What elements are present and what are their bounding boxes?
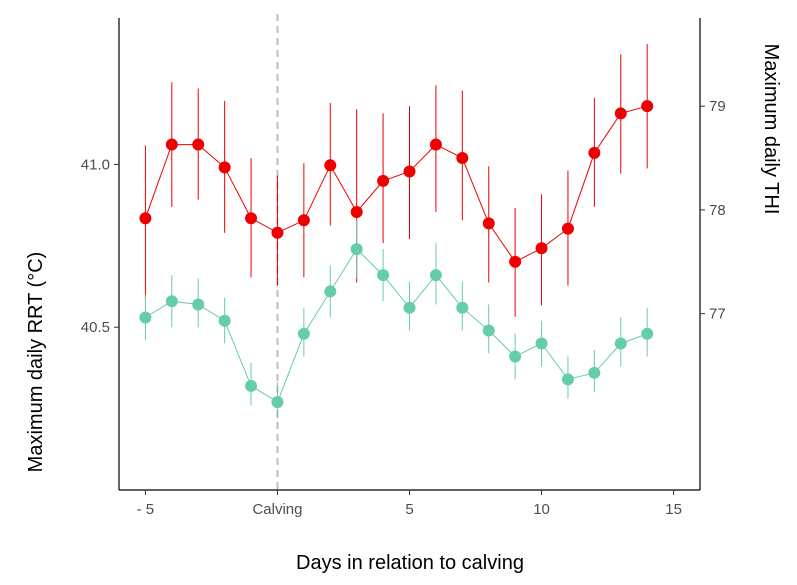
y-right-tick-label: 79 <box>709 98 726 115</box>
y-left-tick-label: 41.0 <box>81 156 110 173</box>
data-point <box>429 138 442 151</box>
series-right-axis <box>139 43 654 317</box>
data-point <box>324 285 337 298</box>
data-point <box>509 350 522 363</box>
data-point <box>271 226 284 239</box>
data-point <box>588 366 601 379</box>
data-point <box>324 159 337 172</box>
data-point <box>297 327 310 340</box>
data-point <box>165 138 178 151</box>
data-point <box>377 269 390 282</box>
data-point <box>350 205 363 218</box>
data-point <box>456 152 469 165</box>
x-tick-label: 10 <box>533 501 550 518</box>
x-tick-label: Calving <box>252 501 302 518</box>
plot-frame <box>118 18 701 491</box>
data-point <box>297 214 310 227</box>
data-point <box>218 314 231 327</box>
data-point <box>350 243 363 256</box>
data-point <box>535 337 548 350</box>
data-point <box>561 373 574 386</box>
data-point <box>377 174 390 187</box>
y-right-tick-label: 77 <box>709 306 726 323</box>
x-tick-label: - 5 <box>137 501 155 518</box>
data-point <box>271 396 284 409</box>
data-point <box>482 324 495 337</box>
data-point <box>429 269 442 282</box>
data-point <box>641 100 654 113</box>
series-line <box>145 248 648 403</box>
data-point <box>218 161 231 174</box>
y-right-tick-label: 78 <box>709 202 726 219</box>
series-line <box>144 105 648 263</box>
x-tick-label: 15 <box>665 501 682 518</box>
x-tick-label: 5 <box>405 501 413 518</box>
y-axis-left-title: Maximum daily RRT (°C) <box>25 252 47 473</box>
data-point <box>165 295 178 308</box>
data-point <box>403 301 416 314</box>
data-point <box>139 212 152 225</box>
series-left-axis <box>139 219 654 419</box>
data-point <box>588 146 601 159</box>
data-point <box>403 165 416 178</box>
data-point <box>482 217 495 230</box>
data-point <box>614 107 627 120</box>
data-point <box>561 222 574 235</box>
axis-ticks: - 5 Calving 5 10 15 40.5 41.0 77 78 79 <box>81 98 726 518</box>
data-point <box>245 212 258 225</box>
data-point <box>139 311 152 324</box>
series-layer <box>139 43 654 419</box>
data-point <box>641 327 654 340</box>
x-axis-title: Days in relation to calving <box>296 552 524 574</box>
y-left-tick-label: 40.5 <box>81 319 110 336</box>
data-point <box>509 255 522 268</box>
data-point <box>535 242 548 255</box>
data-point <box>614 337 627 350</box>
data-point <box>192 138 205 151</box>
data-point <box>245 379 258 392</box>
data-point <box>456 301 469 314</box>
data-point <box>192 298 205 311</box>
y-axis-right-title: Maximum daily THI <box>760 44 782 215</box>
